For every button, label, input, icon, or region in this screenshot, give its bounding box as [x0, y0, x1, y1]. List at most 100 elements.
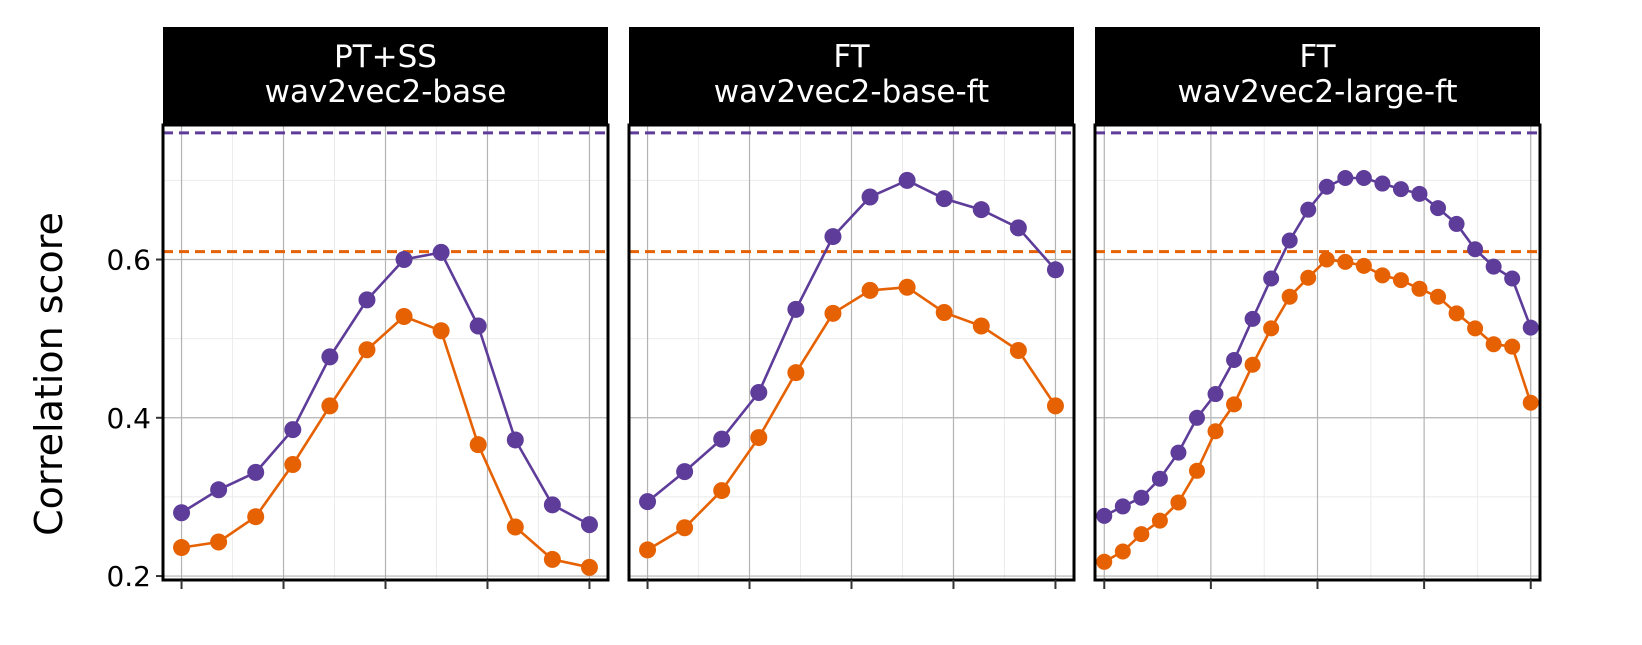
data-point [247, 508, 265, 526]
data-point [1226, 396, 1243, 413]
data-point [676, 463, 694, 481]
data-point [935, 304, 953, 322]
data-point [1504, 338, 1521, 355]
facet-strip-title: PT+SS [334, 39, 437, 75]
series-group [639, 278, 1064, 559]
data-point [210, 481, 228, 499]
facet-strip-subtitle: wav2vec2-large-ft [1177, 74, 1457, 110]
data-point [432, 243, 450, 261]
data-point [861, 188, 879, 206]
data-point [1318, 251, 1335, 268]
data-point [543, 550, 561, 568]
data-point [321, 348, 339, 366]
data-point [750, 429, 768, 447]
data-point [1374, 175, 1391, 192]
data-point [469, 317, 487, 335]
data-point [898, 171, 916, 189]
y-axis-label: Correlation score [27, 212, 71, 536]
data-point [713, 430, 731, 448]
data-point [506, 431, 524, 449]
data-point [1485, 258, 1502, 275]
data-point [1281, 288, 1298, 305]
data-point [1263, 320, 1280, 337]
data-point [432, 322, 450, 340]
facet-strip-title: FT [833, 39, 870, 75]
y-axis: Correlation score 0.2 0.4 0.6 [27, 212, 163, 593]
data-point [1046, 261, 1064, 279]
series-group [1096, 170, 1539, 524]
data-point [1263, 270, 1280, 287]
data-point [1133, 526, 1150, 543]
data-point [1355, 257, 1372, 274]
data-point [1485, 336, 1502, 353]
data-point [824, 228, 842, 246]
data-point [1009, 219, 1027, 237]
data-point [1281, 232, 1298, 249]
data-point [1430, 288, 1447, 305]
data-point [358, 341, 376, 359]
data-point [750, 383, 768, 401]
data-point [1467, 241, 1484, 258]
facet-strip [163, 27, 608, 125]
data-point [321, 397, 339, 415]
data-point [1522, 394, 1539, 411]
data-point [1226, 352, 1243, 369]
data-point [1207, 386, 1224, 403]
data-point [1392, 181, 1409, 198]
data-point [173, 504, 191, 522]
data-point [1467, 320, 1484, 337]
data-point [1244, 356, 1261, 373]
data-point [639, 493, 657, 511]
data-point [824, 304, 842, 322]
y-tick-label: 0.2 [106, 560, 151, 593]
facet-strip [629, 27, 1074, 125]
facet-strip-title: FT [1299, 39, 1336, 75]
data-point [1355, 170, 1372, 187]
data-point [395, 307, 413, 325]
data-point [284, 455, 302, 473]
data-point [1522, 319, 1539, 336]
data-point [861, 281, 879, 299]
y-tick-label: 0.6 [106, 244, 151, 277]
data-point [1151, 470, 1168, 487]
data-point [1504, 270, 1521, 287]
data-point [1009, 342, 1027, 360]
data-point [506, 518, 524, 536]
data-point [713, 482, 731, 500]
data-point [1300, 269, 1317, 286]
data-point [1188, 409, 1205, 426]
data-point [358, 291, 376, 309]
data-point [898, 278, 916, 296]
data-point [1448, 305, 1465, 322]
data-point [1170, 444, 1187, 461]
data-point [1096, 507, 1113, 524]
data-point [1133, 489, 1150, 506]
data-point [639, 541, 657, 559]
data-point [972, 317, 990, 335]
facets: PT+SSwav2vec2-baseFTwav2vec2-base-ftFTwa… [161, 27, 1542, 589]
data-point [1151, 512, 1168, 529]
data-point [1096, 553, 1113, 570]
data-point [1337, 170, 1354, 187]
data-point [1188, 462, 1205, 479]
data-point [935, 190, 953, 208]
data-point [1318, 178, 1335, 195]
data-point [1114, 498, 1131, 515]
data-point [1411, 185, 1428, 202]
data-point [787, 300, 805, 318]
data-point [580, 558, 598, 576]
data-point [1337, 253, 1354, 270]
data-point [210, 533, 228, 551]
data-point [1046, 397, 1064, 415]
data-point [676, 519, 694, 537]
series-group [639, 171, 1064, 511]
data-point [787, 364, 805, 382]
data-point [1374, 267, 1391, 284]
data-point [469, 436, 487, 454]
data-point [1207, 423, 1224, 440]
facet-strip-subtitle: wav2vec2-base [265, 74, 507, 110]
data-point [173, 539, 191, 557]
